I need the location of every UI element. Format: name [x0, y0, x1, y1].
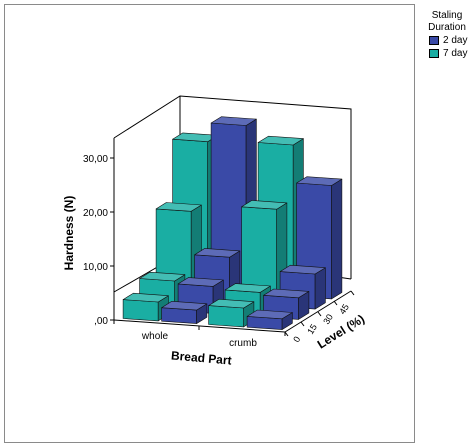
z-tick-label: 15 — [305, 322, 319, 336]
bar-top-face — [279, 264, 326, 275]
z-tick-label: 30 — [321, 312, 335, 326]
depth-axis-ticks — [284, 290, 355, 337]
bar-top-face — [194, 248, 241, 258]
bar-front-face — [122, 299, 159, 322]
legend-label: 7 day — [443, 48, 468, 59]
legend-title: Staling Duration — [428, 10, 466, 33]
bar-top-face — [161, 300, 208, 311]
legend: Staling Duration 2 day 7 day — [420, 10, 474, 60]
y-axis-title: Hardness (N) — [62, 196, 76, 271]
y-tick-label: 30,00 — [83, 154, 108, 165]
legend-label: 2 day — [443, 35, 468, 46]
z-tick-label: 45 — [337, 302, 351, 316]
y-tick-label: ,00 — [94, 316, 108, 327]
x-tick-label: whole — [141, 331, 169, 342]
bar — [161, 300, 208, 324]
bar-front-face — [161, 307, 197, 324]
x-tick-label: crumb — [229, 338, 257, 349]
bar-top-face — [122, 292, 169, 303]
bar-top-face — [263, 288, 310, 299]
bar-front-face — [208, 305, 244, 328]
bar-top-face — [246, 309, 293, 320]
bar — [208, 298, 255, 328]
bar-top-face — [139, 271, 186, 282]
legend-swatch — [429, 36, 439, 45]
bar-top-face — [257, 135, 304, 146]
x-axis-title: Bread Part — [171, 348, 233, 367]
bar-top-face — [208, 298, 255, 309]
legend-item-2-day: 2 day — [429, 34, 474, 47]
legend-swatch — [429, 49, 439, 58]
bar-top-face — [296, 176, 343, 186]
bar-top-face — [155, 202, 202, 212]
y-tick-label: 20,00 — [83, 208, 108, 219]
value-axis-ticks — [110, 157, 114, 321]
depth-axis-line — [284, 290, 352, 333]
legend-item-7-day: 7 day — [429, 47, 474, 60]
bar — [246, 309, 293, 330]
bar-side-face — [314, 267, 326, 310]
bar-top-face — [210, 116, 257, 126]
bar-top-face — [224, 283, 271, 293]
y-tick-label: 10,00 — [83, 262, 108, 273]
bar-side-face — [331, 178, 343, 300]
bar-top-face — [177, 277, 224, 287]
bar-top-face — [241, 200, 288, 210]
bars-layer — [122, 116, 343, 330]
z-tick-label: 0 — [291, 335, 302, 345]
